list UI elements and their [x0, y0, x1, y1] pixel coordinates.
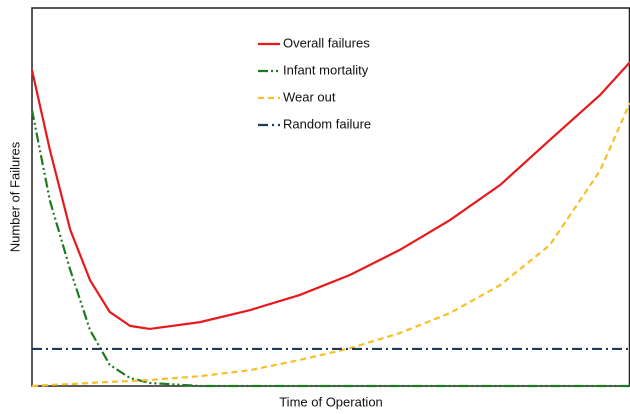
legend-label: Overall failures	[283, 35, 370, 50]
series-line	[30, 61, 630, 331]
legend-label: Wear out	[283, 89, 336, 104]
x-axis-label: Time of Operation	[279, 394, 383, 409]
legend-label: Random failure	[283, 116, 371, 131]
y-axis-label: Number of Failures	[7, 141, 22, 252]
series-line	[31, 102, 630, 388]
legend-label: Infant mortality	[283, 62, 369, 77]
series-line	[30, 109, 630, 388]
